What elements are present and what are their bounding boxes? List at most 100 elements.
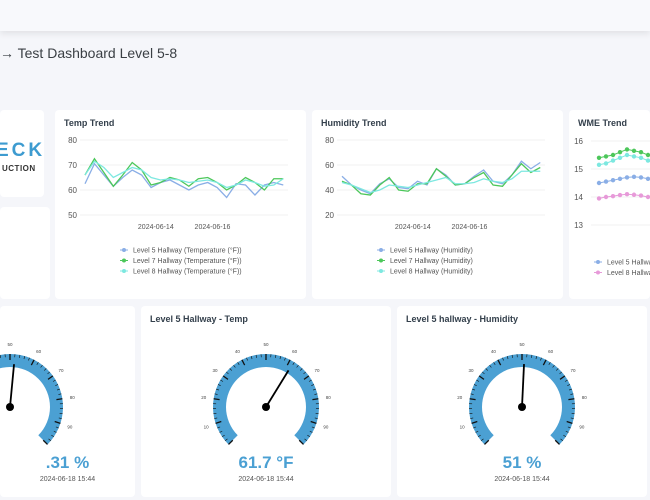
gauge-tick bbox=[502, 357, 504, 361]
gauge-arc bbox=[213, 354, 319, 445]
gauge-tick bbox=[469, 398, 476, 401]
gauge-tick bbox=[51, 434, 55, 438]
x-tick-label: 2024-06-16 bbox=[195, 224, 231, 231]
gauge-tick-label: 70 bbox=[58, 368, 64, 373]
gauge-tick-label: 60 bbox=[548, 349, 554, 354]
data-point bbox=[624, 152, 630, 158]
legend-marker bbox=[379, 269, 383, 273]
gauge-tick bbox=[220, 379, 224, 382]
gauge-tick bbox=[250, 356, 253, 360]
gauge-tick bbox=[246, 357, 248, 361]
gauge-value: 61.7 °F bbox=[238, 453, 294, 472]
gauge-tick bbox=[213, 398, 220, 401]
humidity-trend-card: Humidity Trend 20 40 60 80 2024-06-14 2024-06… bbox=[312, 110, 563, 299]
series-line bbox=[84, 160, 284, 189]
data-point bbox=[638, 175, 644, 180]
gauge-tick bbox=[471, 420, 478, 424]
gauge-tick-label: 70 bbox=[570, 368, 576, 373]
gauge-tick bbox=[58, 417, 62, 419]
gauge-card-0: 0102030405060708090100 .31 % 2024-06-18 … bbox=[0, 306, 135, 497]
x-tick-label: 2024-06-16 bbox=[452, 224, 488, 231]
data-point bbox=[596, 180, 602, 186]
data-point bbox=[603, 161, 609, 166]
logo-subtext: UCTION bbox=[2, 164, 36, 173]
gauge-tick bbox=[311, 426, 315, 429]
humidity-trend-chart: 20 40 60 80 2024-06-14 2024-06-16 Level 5 Hall… bbox=[325, 136, 545, 276]
gauge-tick bbox=[567, 384, 571, 386]
breadcrumb[interactable]: → Test Dashboard Level 5-8 bbox=[0, 45, 178, 61]
gauge-tick bbox=[296, 364, 299, 368]
gauge-tick-label: 50 bbox=[7, 342, 13, 347]
gauge-tick bbox=[216, 388, 220, 391]
gauge-tick bbox=[493, 362, 496, 365]
gauge-tick-label: 60 bbox=[36, 349, 42, 354]
data-point bbox=[603, 194, 609, 200]
series-line bbox=[341, 170, 541, 194]
gauge-tick-label: 40 bbox=[235, 349, 241, 354]
gauge-tick bbox=[255, 354, 257, 358]
legend-marker bbox=[122, 258, 126, 263]
data-point bbox=[631, 154, 637, 159]
temp-trend-chart: 50 60 70 80 2024-06-14 2024-06-16 Level 5 Hall… bbox=[68, 136, 288, 276]
gauge-tick bbox=[470, 417, 474, 419]
legend-label: Level 8 Hallway (Temperature (°F)) bbox=[133, 268, 242, 276]
gauge-tick bbox=[476, 379, 480, 382]
gauge-tick bbox=[559, 375, 566, 380]
gauge-tick bbox=[506, 356, 509, 360]
gauge-tick bbox=[56, 398, 63, 401]
gauge-arc bbox=[0, 354, 63, 445]
data-point bbox=[645, 158, 650, 163]
data-point bbox=[624, 192, 630, 197]
gauge-tick-label: 90 bbox=[67, 424, 73, 429]
gauge-tick bbox=[548, 362, 551, 365]
data-point bbox=[603, 154, 609, 159]
gauge-tick bbox=[477, 434, 481, 438]
legend-marker bbox=[122, 248, 126, 252]
gauge-value: 51 % bbox=[502, 453, 542, 472]
y-tick-label: 13 bbox=[574, 221, 583, 230]
gauge-tick bbox=[542, 359, 547, 366]
data-point bbox=[603, 179, 609, 184]
gauge-tick bbox=[567, 426, 571, 429]
gauge-tick bbox=[564, 379, 568, 382]
gauge-tick bbox=[475, 430, 479, 433]
x-tick-label: 2024-06-14 bbox=[395, 224, 431, 231]
legend-label: Level 7 Hallway (Temperature (°F)) bbox=[133, 257, 242, 265]
gauge-tick-label: 10 bbox=[460, 424, 466, 429]
data-point bbox=[638, 155, 644, 160]
gauge-tick-label: 90 bbox=[323, 424, 329, 429]
gauge-tick bbox=[214, 393, 218, 395]
card-title: Level 5 hallway - Humidity bbox=[406, 314, 519, 324]
gauge-tick bbox=[300, 368, 303, 371]
gauge-tick bbox=[312, 388, 316, 391]
gauge-tick bbox=[217, 426, 221, 429]
gauge-tick bbox=[303, 371, 306, 375]
gauge-tick bbox=[226, 371, 229, 375]
card-title: Level 5 Hallway - Temp bbox=[150, 314, 248, 324]
gauge-tick bbox=[566, 420, 573, 424]
gauge-hub bbox=[518, 403, 526, 411]
gauge-tick bbox=[28, 357, 30, 361]
card-title: Temp Trend bbox=[64, 118, 115, 128]
gauge-tick bbox=[552, 364, 555, 368]
gauge-tick bbox=[222, 375, 229, 380]
legend-label: Level 8 Hallway bbox=[607, 270, 650, 277]
gauge-tick-label: 10 bbox=[204, 424, 210, 429]
gauge-tick bbox=[53, 430, 57, 433]
gauge-tick-label: 30 bbox=[469, 368, 475, 373]
gauge-tick bbox=[563, 434, 567, 438]
gauge: 0102030405060708090100 bbox=[457, 342, 587, 455]
gauge: 0102030405060708090100 bbox=[201, 342, 331, 455]
data-point bbox=[610, 158, 616, 163]
gauge-tick bbox=[19, 354, 21, 358]
gauge-value: .31 % bbox=[45, 453, 90, 472]
data-point bbox=[631, 174, 637, 180]
data-point bbox=[624, 147, 630, 152]
gauge-tick bbox=[565, 430, 569, 433]
gauge: 0102030405060708090100 bbox=[0, 342, 75, 455]
gauge-tick bbox=[298, 439, 304, 445]
gauge-timestamp: 2024-06-18 15:44 bbox=[39, 476, 96, 483]
gauge-tick bbox=[286, 359, 291, 366]
gauge-tick bbox=[307, 434, 311, 438]
y-tick-label: 50 bbox=[68, 211, 77, 220]
